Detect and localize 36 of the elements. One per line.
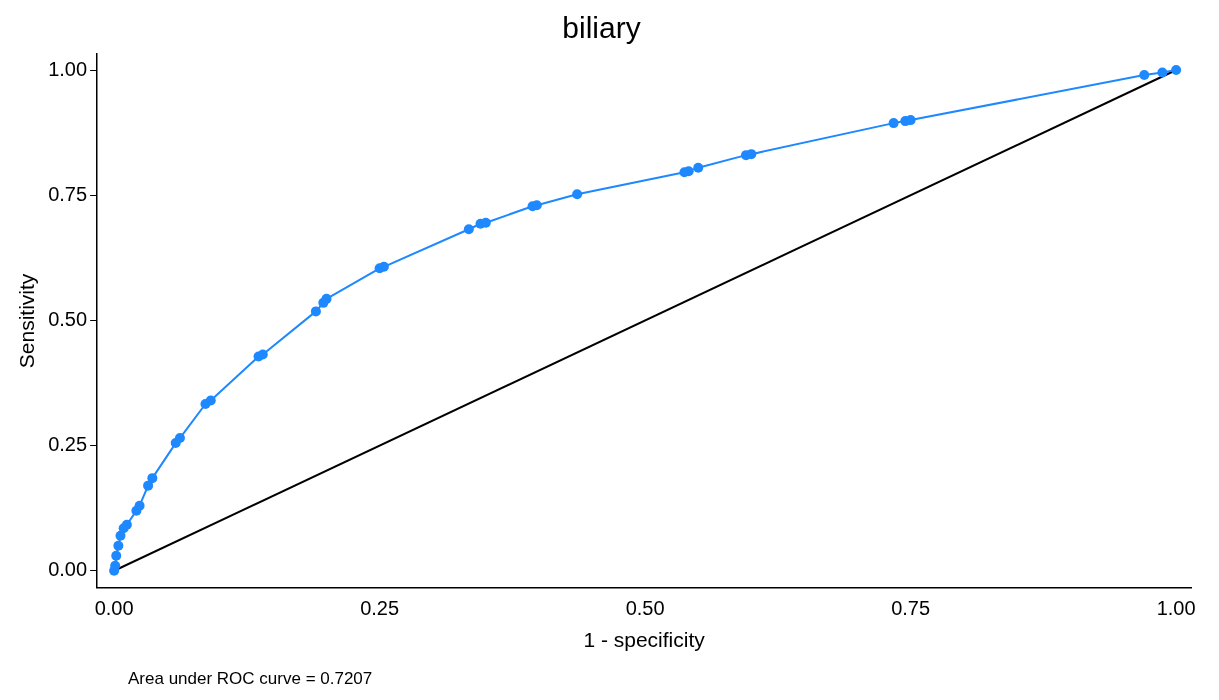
y-axis-title: Sensitivity bbox=[15, 273, 39, 369]
x-tick-label: 0.00 bbox=[94, 597, 134, 620]
point bbox=[463, 224, 474, 235]
point bbox=[321, 293, 332, 304]
point bbox=[693, 162, 704, 173]
point bbox=[113, 540, 124, 551]
x-tick-label: 1.00 bbox=[1156, 597, 1196, 620]
text: Area under ROC curve = 0.7207 bbox=[128, 669, 373, 689]
y-tick-label: 0.75 bbox=[48, 182, 88, 205]
chart-title: biliary bbox=[562, 11, 641, 45]
x-tick-label: 0.75 bbox=[891, 597, 931, 620]
point bbox=[310, 306, 321, 317]
point bbox=[1171, 65, 1182, 76]
y-tick-label: 0.00 bbox=[48, 558, 88, 581]
point bbox=[888, 118, 899, 129]
x-tick-label: 0.50 bbox=[625, 597, 665, 620]
x-axis-title: 1 - specificity bbox=[583, 628, 706, 652]
point bbox=[174, 433, 185, 444]
point bbox=[205, 395, 216, 406]
point bbox=[121, 519, 132, 530]
point bbox=[147, 473, 158, 484]
point bbox=[1157, 67, 1168, 78]
point bbox=[746, 149, 757, 160]
point bbox=[111, 550, 122, 561]
point bbox=[143, 480, 154, 491]
y-tick-label: 0.25 bbox=[48, 433, 88, 456]
y-tick-label: 0.50 bbox=[48, 307, 88, 330]
point bbox=[115, 530, 126, 541]
x-tick-label: 0.25 bbox=[360, 597, 400, 620]
y-tick-label: 1.00 bbox=[48, 57, 88, 80]
point bbox=[572, 189, 583, 200]
point bbox=[1139, 70, 1150, 81]
point bbox=[110, 560, 121, 571]
point bbox=[257, 349, 268, 360]
point bbox=[378, 261, 389, 272]
point bbox=[134, 500, 145, 511]
